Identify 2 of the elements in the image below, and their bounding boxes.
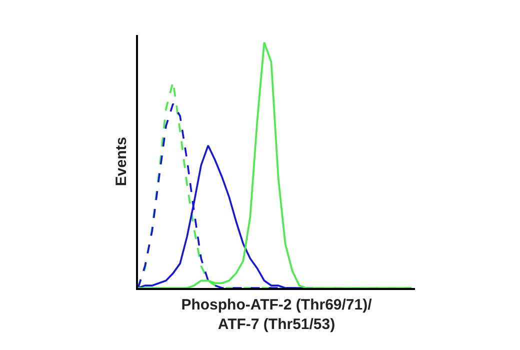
- y-axis-title: Events: [113, 136, 130, 186]
- x-axis-title: Phospho-ATF-2 (Thr69/71)/ ATF-7 (Thr51/53): [181, 296, 373, 334]
